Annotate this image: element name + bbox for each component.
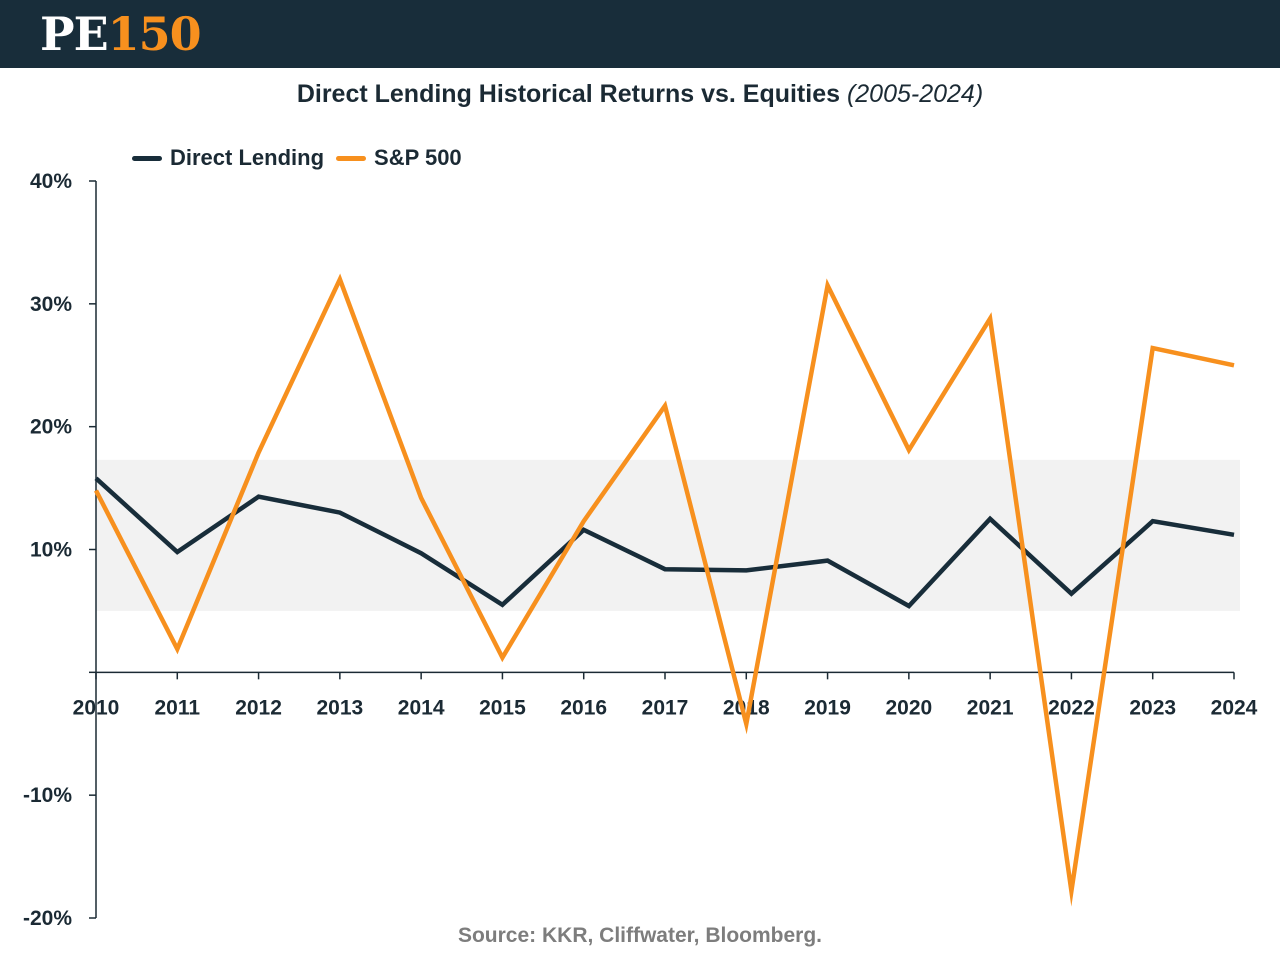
- y-tick-label: 40%: [30, 170, 72, 193]
- pe150-logo: PE150: [40, 7, 202, 61]
- shaded-range-band: [96, 459, 1240, 611]
- x-tick-label: 2024: [1211, 696, 1258, 719]
- x-tick-label: 2012: [235, 696, 282, 719]
- x-tick-label: 2021: [967, 696, 1014, 719]
- x-tick-label: 2015: [479, 696, 526, 719]
- x-tick-label: 2023: [1129, 696, 1176, 719]
- legend-item-direct-lending: Direct Lending: [132, 145, 324, 171]
- legend-item-sp500: S&P 500: [336, 145, 462, 171]
- chart-legend: Direct Lending S&P 500: [132, 143, 474, 173]
- x-tick-label: 2011: [155, 696, 201, 719]
- legend-swatch-direct-lending: [132, 155, 162, 161]
- legend-label-direct-lending: Direct Lending: [170, 145, 325, 170]
- y-tick-label: 10%: [30, 539, 72, 562]
- x-tick-label: 2016: [560, 696, 607, 719]
- x-tick-label: 2020: [885, 696, 932, 719]
- source-note: Source: KKR, Cliffwater, Bloomberg.: [457, 924, 823, 947]
- x-tick-label: 2017: [642, 696, 689, 719]
- chart-title-main: Direct Lending Historical Returns vs. Eq…: [296, 80, 847, 108]
- x-tick-label: 2013: [316, 696, 363, 719]
- chart-title: Direct Lending Historical Returns vs. Eq…: [0, 80, 1280, 109]
- y-tick-label: -10%: [23, 784, 72, 807]
- x-tick-label: 2014: [398, 696, 445, 719]
- x-tick-label: 2010: [73, 696, 120, 719]
- y-tick-label: 30%: [30, 293, 72, 316]
- chart-title-sub: (2005-2024): [846, 80, 984, 108]
- legend-label-sp500: S&P 500: [374, 145, 462, 170]
- y-tick-label: -20%: [23, 907, 72, 930]
- y-tick-label: 20%: [30, 416, 72, 439]
- x-tick-label: 2022: [1048, 696, 1095, 719]
- legend-swatch-sp500: [336, 155, 367, 161]
- x-tick-label: 2019: [804, 696, 851, 719]
- header-bar: PE150: [0, 0, 1280, 68]
- x-tick-label: 2018: [723, 696, 770, 719]
